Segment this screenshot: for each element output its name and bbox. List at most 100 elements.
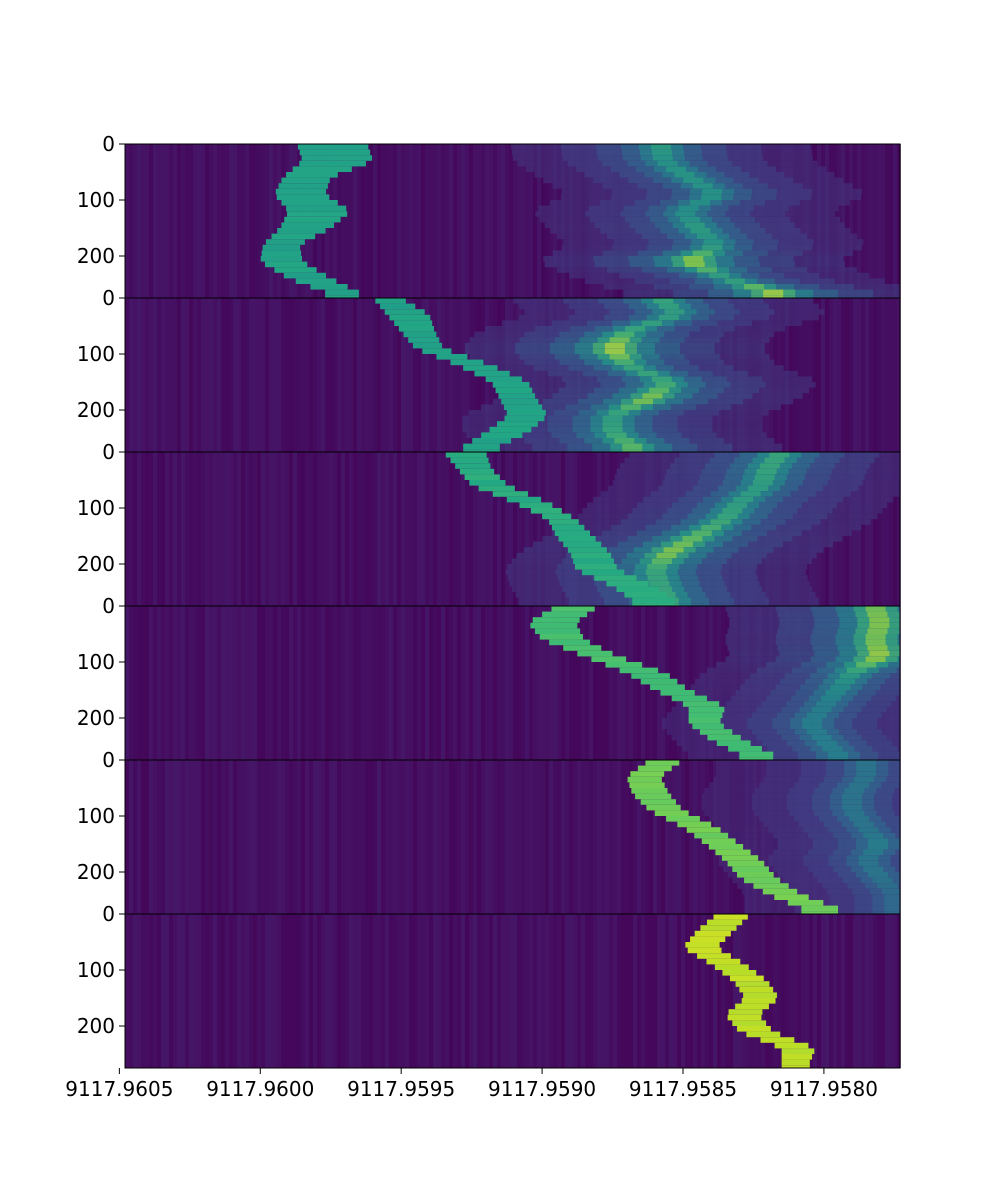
marker-cell	[672, 696, 707, 702]
marker-cell	[666, 816, 700, 822]
noise-column	[297, 760, 301, 914]
noise-column	[125, 452, 129, 606]
noise-column	[457, 452, 461, 606]
emission-cell	[882, 889, 900, 895]
emission-cell	[873, 878, 893, 884]
noise-column	[253, 914, 257, 1068]
noise-column	[165, 914, 169, 1068]
noise-column	[413, 144, 417, 298]
noise-column	[485, 914, 489, 1068]
emission-cell	[658, 161, 678, 167]
panel-3	[125, 452, 901, 606]
emission-cell	[867, 628, 887, 634]
noise-column	[885, 914, 889, 1068]
noise-column	[601, 760, 605, 914]
emission-cell	[624, 365, 644, 371]
noise-column	[181, 760, 185, 914]
noise-column	[201, 452, 205, 606]
noise-column	[297, 914, 301, 1068]
noise-column	[281, 760, 285, 914]
noise-column	[201, 606, 205, 760]
noise-column	[861, 298, 865, 452]
marker-cell	[737, 872, 774, 878]
noise-column	[417, 452, 421, 606]
noise-column	[857, 914, 861, 1068]
marker-cell	[531, 508, 562, 514]
noise-column	[241, 914, 245, 1068]
noise-column	[285, 452, 289, 606]
noise-column	[137, 452, 141, 606]
emission-cell	[610, 354, 630, 360]
emission-cell	[656, 382, 676, 388]
marker-cell	[463, 365, 497, 371]
noise-column	[209, 298, 213, 452]
noise-column	[825, 298, 829, 452]
noise-column	[429, 606, 433, 760]
noise-column	[349, 298, 353, 452]
noise-column	[353, 144, 357, 298]
emission-cell	[614, 438, 634, 444]
marker-cell	[474, 371, 509, 377]
noise-column	[177, 914, 181, 1068]
noise-column	[169, 452, 173, 606]
noise-column	[485, 760, 489, 914]
marker-cell	[463, 444, 500, 450]
noise-column	[245, 760, 249, 914]
noise-column	[137, 606, 141, 760]
noise-column	[125, 606, 129, 760]
noise-column	[353, 606, 357, 760]
noise-column	[361, 144, 365, 298]
noise-column	[553, 914, 557, 1068]
noise-column	[165, 760, 169, 914]
noise-column	[849, 914, 853, 1068]
marker-cell	[594, 575, 636, 581]
emission-cell	[847, 668, 867, 674]
marker-cell	[504, 404, 542, 410]
noise-column	[385, 144, 389, 298]
noise-column	[305, 298, 309, 452]
noise-column	[173, 914, 177, 1068]
noise-column	[733, 914, 737, 1068]
noise-column	[441, 144, 445, 298]
noise-column	[189, 452, 193, 606]
noise-column	[453, 452, 457, 606]
noise-column	[517, 914, 521, 1068]
emission-cell	[642, 393, 662, 399]
noise-column	[337, 760, 341, 914]
noise-column	[665, 914, 669, 1068]
noise-column	[437, 144, 441, 298]
marker-cell	[660, 690, 694, 696]
noise-column	[869, 298, 873, 452]
noise-column	[141, 914, 145, 1068]
noise-column	[581, 914, 585, 1068]
noise-column	[633, 606, 637, 760]
noise-column	[241, 452, 245, 606]
noise-column	[165, 298, 169, 452]
marker-cell	[714, 914, 748, 920]
emission-cell	[690, 228, 710, 234]
noise-column	[521, 760, 525, 914]
noise-column	[325, 606, 329, 760]
noise-column	[513, 144, 517, 298]
noise-column	[617, 914, 621, 1068]
emission-cell	[868, 838, 888, 844]
emission-cell	[812, 707, 832, 713]
marker-cell	[635, 794, 671, 800]
emission-cell	[748, 486, 768, 492]
noise-column	[385, 760, 389, 914]
marker-cell	[743, 992, 777, 998]
marker-cell	[728, 746, 762, 752]
noise-column	[825, 914, 829, 1068]
noise-column	[441, 914, 445, 1068]
noise-column	[281, 452, 285, 606]
noise-column	[653, 914, 657, 1068]
noise-column	[893, 298, 897, 452]
noise-column	[493, 760, 497, 914]
noise-column	[501, 452, 505, 606]
noise-column	[677, 760, 681, 914]
emission-cell	[664, 547, 684, 553]
noise-column	[301, 298, 305, 452]
noise-column	[209, 760, 213, 914]
noise-column	[333, 298, 337, 452]
marker-cell	[689, 718, 721, 724]
